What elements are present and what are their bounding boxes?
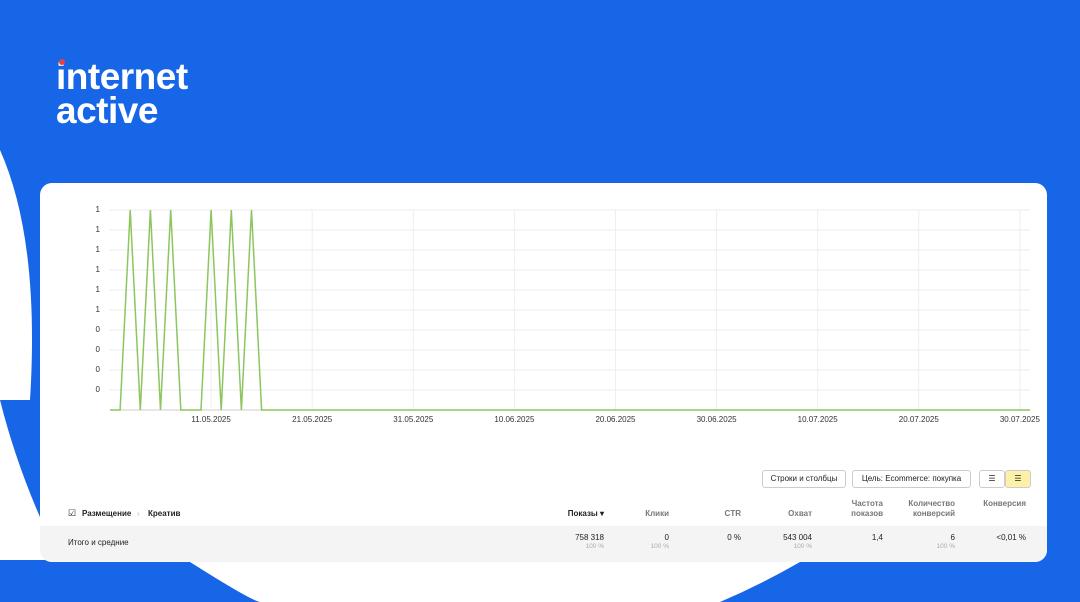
x-tick-label: 20.07.2025	[899, 415, 940, 424]
report-card: 1 1 1 1 1 1 0 0 0 0 11.05.2025 21.05.2025 31.05.2025…	[40, 183, 1047, 562]
table-cell: 1,4	[813, 533, 883, 542]
table-cell: 543 004 100 %	[742, 533, 812, 550]
column-header[interactable]: Клики	[645, 509, 669, 518]
cell-value: 1,4	[871, 533, 883, 542]
cell-share: 100 %	[585, 543, 604, 550]
list-view-button[interactable]: ☰	[979, 470, 1005, 488]
cell-value: 6	[950, 533, 955, 542]
cell-value: 543 004	[783, 533, 812, 542]
column-header[interactable]: Охват	[788, 509, 812, 518]
rows-columns-button[interactable]: Строки и столбцы	[762, 470, 846, 488]
column-header[interactable]: Конверсия	[983, 499, 1026, 508]
separator: ›	[137, 509, 140, 518]
x-tick-label: 21.05.2025	[292, 415, 333, 424]
total-label: Итого и средние	[68, 538, 129, 547]
cell-value: <0,01 %	[996, 533, 1026, 542]
x-tick-label: 20.06.2025	[595, 415, 636, 424]
y-tick-label: 1	[96, 205, 101, 214]
x-tick-label: 31.05.2025	[393, 415, 434, 424]
table-cell: <0,01 %	[956, 533, 1026, 542]
column-header[interactable]: CTR	[724, 509, 741, 518]
table-cell: 6 100 %	[885, 533, 955, 550]
logo-line: active	[56, 90, 158, 131]
y-tick-label: 1	[96, 305, 101, 314]
column-header[interactable]: Показы ▾	[567, 509, 604, 518]
y-tick-label: 1	[96, 285, 101, 294]
y-tick-label: 0	[96, 385, 101, 394]
checkbox[interactable]: ☑	[68, 508, 77, 518]
chart: 1 1 1 1 1 1 0 0 0 0 11.05.2025 21.05.2025 31.05.2025…	[96, 205, 1041, 424]
y-tick-label: 1	[96, 245, 101, 254]
cell-value: 0 %	[727, 533, 741, 542]
y-tick-label: 1	[96, 265, 101, 274]
cell-share: 100 %	[793, 543, 812, 550]
y-tick-label: 0	[96, 365, 101, 374]
grouping[interactable]: Размещение	[82, 509, 132, 518]
tree-view-button[interactable]: ☰	[1005, 470, 1031, 488]
y-tick-label: 1	[96, 225, 101, 234]
cell-value: 0	[664, 533, 669, 542]
x-tick-label: 30.07.2025	[1000, 415, 1041, 424]
y-tick-label: 0	[96, 345, 101, 354]
x-tick-label: 10.07.2025	[798, 415, 839, 424]
y-tick-label: 0	[96, 325, 101, 334]
logo-line: internet	[56, 56, 188, 97]
column-header[interactable]: Частота показов	[851, 499, 883, 518]
table-cell: 758 318 100 %	[534, 533, 604, 550]
table-cell: 0 100 %	[599, 533, 669, 550]
table-cell: 0 %	[671, 533, 741, 542]
column-header[interactable]: Количество конверсий	[908, 499, 955, 518]
cell-share: 100 %	[650, 543, 669, 550]
cell-value: 758 318	[575, 533, 604, 542]
x-tick-label: 11.05.2025	[191, 415, 231, 424]
series-line	[110, 209, 1030, 411]
cell-share: 100 %	[936, 543, 955, 550]
grouping[interactable]: Креатив	[148, 509, 181, 518]
x-tick-label: 10.06.2025	[494, 415, 535, 424]
x-tick-label: 30.06.2025	[697, 415, 738, 424]
goal-select[interactable]: Цель: Ecommerce: покупка	[852, 470, 971, 488]
total-row	[40, 526, 1047, 562]
logo-dot	[59, 59, 65, 65]
